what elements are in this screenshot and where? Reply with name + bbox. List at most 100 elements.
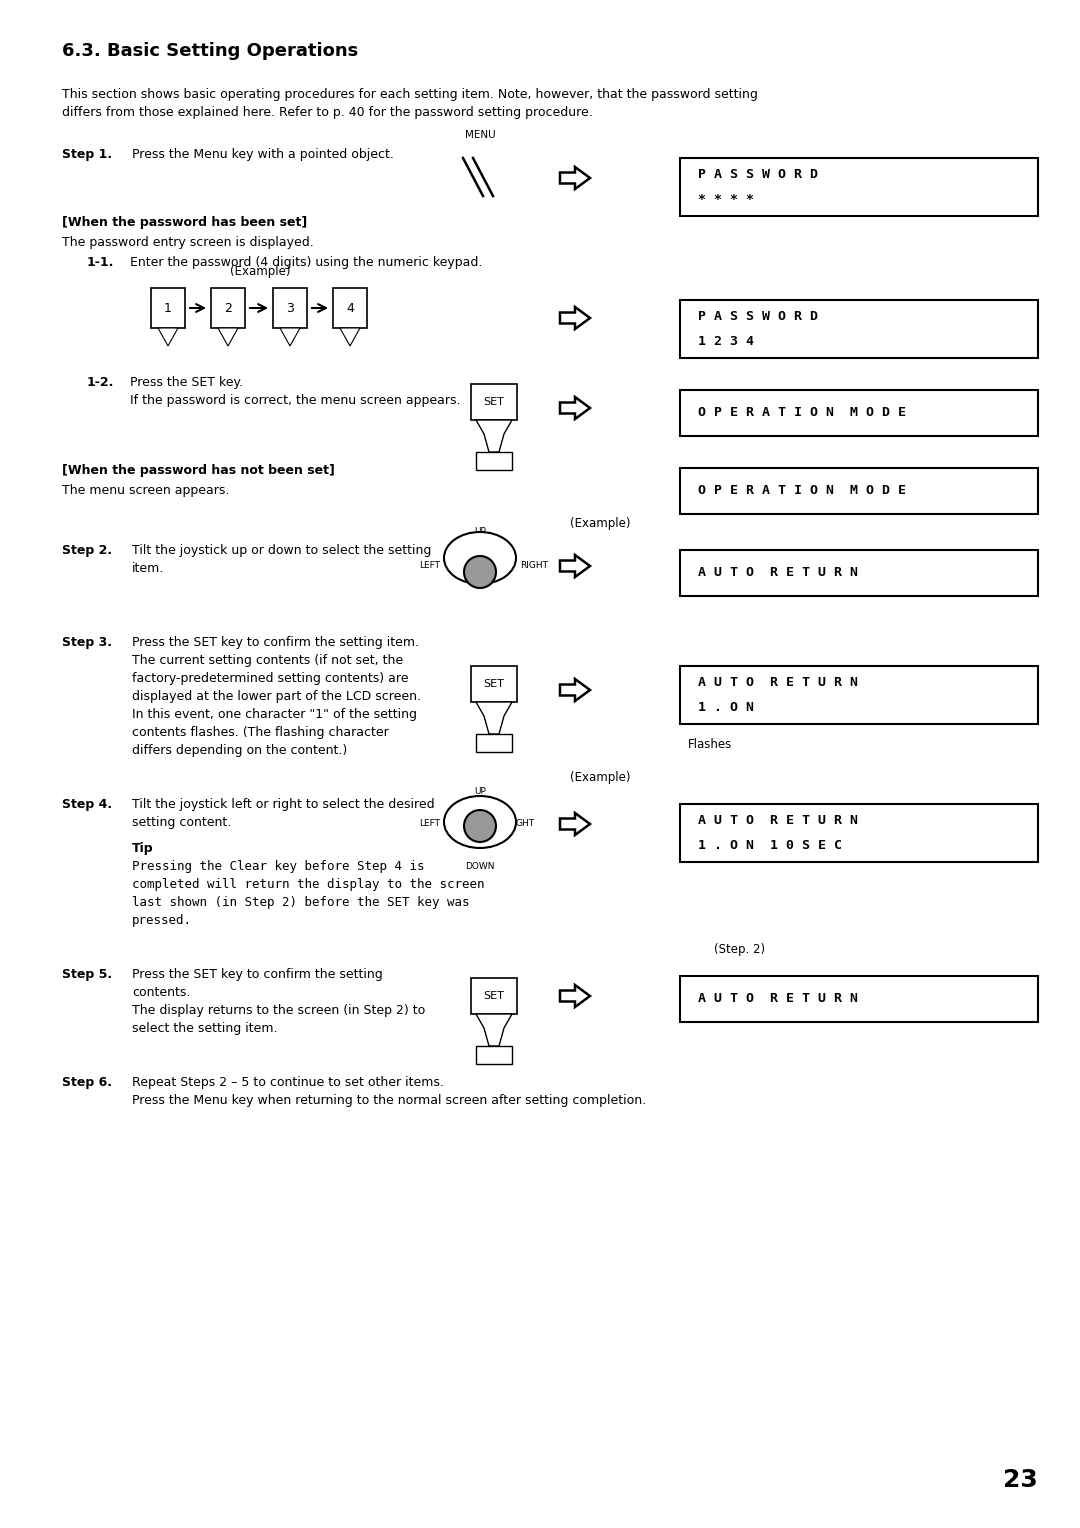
Text: [When the password has not been set]: [When the password has not been set]: [62, 465, 335, 477]
Text: P A S S W O R D: P A S S W O R D: [698, 310, 818, 322]
Text: LEFT: LEFT: [419, 561, 440, 570]
Circle shape: [464, 556, 496, 588]
Bar: [680, 804, 1038, 862]
Text: The menu screen appears.: The menu screen appears.: [62, 484, 229, 497]
Bar: [476, 733, 512, 752]
Text: UP: UP: [474, 787, 486, 796]
Text: * * * *: * * * *: [698, 193, 754, 206]
Bar: [680, 976, 1038, 1022]
Text: Step 2.: Step 2.: [62, 544, 112, 558]
Bar: [151, 287, 185, 329]
Bar: [333, 287, 367, 329]
Text: If the password is correct, the menu screen appears.: If the password is correct, the menu scr…: [130, 394, 460, 406]
Text: 1-1.: 1-1.: [87, 257, 114, 269]
Text: factory-predetermined setting contents) are: factory-predetermined setting contents) …: [132, 672, 408, 685]
Bar: [680, 299, 1038, 358]
Bar: [680, 550, 1038, 596]
Text: Press the SET key to confirm the setting item.: Press the SET key to confirm the setting…: [132, 636, 419, 649]
Text: This section shows basic operating procedures for each setting item. Note, howev: This section shows basic operating proce…: [62, 89, 758, 101]
Text: Pressing the Clear key before Step 4 is: Pressing the Clear key before Step 4 is: [132, 860, 424, 872]
Polygon shape: [561, 678, 590, 701]
Text: A U T O  R E T U R N: A U T O R E T U R N: [698, 993, 858, 1005]
Text: Press the Menu key when returning to the normal screen after setting completion.: Press the Menu key when returning to the…: [132, 1094, 646, 1106]
Text: 1 . O N: 1 . O N: [698, 701, 754, 714]
Bar: [471, 666, 517, 701]
Text: Tilt the joystick left or right to select the desired: Tilt the joystick left or right to selec…: [132, 798, 434, 811]
Text: 23: 23: [1003, 1468, 1038, 1491]
Text: 3: 3: [286, 301, 294, 315]
Text: In this event, one character "1" of the setting: In this event, one character "1" of the …: [132, 707, 417, 721]
Polygon shape: [561, 397, 590, 419]
Text: Step 5.: Step 5.: [62, 969, 112, 981]
Polygon shape: [476, 1015, 512, 1047]
Text: Tip: Tip: [132, 842, 153, 856]
Text: 1: 1: [164, 301, 172, 315]
Text: 1 2 3 4: 1 2 3 4: [698, 335, 754, 348]
Polygon shape: [476, 420, 512, 452]
Text: RIGHT: RIGHT: [519, 561, 548, 570]
Text: The current setting contents (if not set, the: The current setting contents (if not set…: [132, 654, 403, 668]
Bar: [471, 384, 517, 420]
Text: Step 6.: Step 6.: [62, 1076, 112, 1089]
Text: GHT: GHT: [516, 819, 535, 828]
Polygon shape: [561, 167, 590, 189]
Text: Tilt the joystick up or down to select the setting: Tilt the joystick up or down to select t…: [132, 544, 431, 558]
Text: A U T O  R E T U R N: A U T O R E T U R N: [698, 567, 858, 579]
Bar: [476, 452, 512, 471]
Text: 2: 2: [224, 301, 232, 315]
Text: 4: 4: [346, 301, 354, 315]
Text: Repeat Steps 2 – 5 to continue to set other items.: Repeat Steps 2 – 5 to continue to set ot…: [132, 1076, 444, 1089]
Polygon shape: [280, 329, 300, 345]
Text: displayed at the lower part of the LCD screen.: displayed at the lower part of the LCD s…: [132, 691, 421, 703]
Text: item.: item.: [132, 562, 164, 575]
Text: SET: SET: [484, 678, 504, 689]
Text: UP: UP: [474, 527, 486, 536]
Polygon shape: [561, 813, 590, 834]
Text: A U T O  R E T U R N: A U T O R E T U R N: [698, 675, 858, 689]
Text: (Step. 2): (Step. 2): [715, 943, 766, 957]
Text: O P E R A T I O N  M O D E: O P E R A T I O N M O D E: [698, 484, 906, 498]
Text: MENU: MENU: [464, 130, 496, 141]
Text: (Example): (Example): [230, 264, 291, 278]
Circle shape: [464, 810, 496, 842]
Bar: [211, 287, 245, 329]
Text: 1 . O N  1 0 S E C: 1 . O N 1 0 S E C: [698, 839, 842, 853]
Text: LEFT: LEFT: [419, 819, 440, 828]
Bar: [680, 157, 1038, 215]
Text: A U T O  R E T U R N: A U T O R E T U R N: [698, 814, 858, 827]
Text: differs from those explained here. Refer to p. 40 for the password setting proce: differs from those explained here. Refer…: [62, 105, 593, 119]
Text: setting content.: setting content.: [132, 816, 231, 830]
Polygon shape: [218, 329, 238, 345]
Text: last shown (in Step 2) before the SET key was: last shown (in Step 2) before the SET ke…: [132, 895, 470, 909]
Bar: [680, 390, 1038, 435]
Bar: [680, 468, 1038, 513]
Text: contents flashes. (The flashing character: contents flashes. (The flashing characte…: [132, 726, 389, 740]
Text: (Example): (Example): [570, 772, 631, 784]
Text: O P E R A T I O N  M O D E: O P E R A T I O N M O D E: [698, 406, 906, 420]
Text: (Example): (Example): [570, 516, 631, 530]
Polygon shape: [561, 555, 590, 578]
Bar: [471, 978, 517, 1015]
Polygon shape: [561, 986, 590, 1007]
Ellipse shape: [444, 796, 516, 848]
Text: Press the SET key to confirm the setting: Press the SET key to confirm the setting: [132, 969, 382, 981]
Text: SET: SET: [484, 397, 504, 406]
Text: Step 1.: Step 1.: [62, 148, 112, 160]
Text: completed will return the display to the screen: completed will return the display to the…: [132, 879, 485, 891]
Polygon shape: [476, 701, 512, 733]
Text: The password entry screen is displayed.: The password entry screen is displayed.: [62, 235, 314, 249]
Text: Press the SET key.: Press the SET key.: [130, 376, 243, 390]
Text: Enter the password (4 digits) using the numeric keypad.: Enter the password (4 digits) using the …: [130, 257, 483, 269]
Text: Step 4.: Step 4.: [62, 798, 112, 811]
Text: pressed.: pressed.: [132, 914, 192, 927]
Text: The display returns to the screen (in Step 2) to: The display returns to the screen (in St…: [132, 1004, 426, 1018]
Bar: [476, 1047, 512, 1063]
Text: select the setting item.: select the setting item.: [132, 1022, 278, 1034]
Text: 1-2.: 1-2.: [87, 376, 114, 390]
Text: SET: SET: [484, 992, 504, 1001]
Text: [When the password has been set]: [When the password has been set]: [62, 215, 307, 229]
Ellipse shape: [444, 532, 516, 584]
Bar: [680, 666, 1038, 724]
Bar: [273, 287, 307, 329]
Text: Press the Menu key with a pointed object.: Press the Menu key with a pointed object…: [132, 148, 394, 160]
